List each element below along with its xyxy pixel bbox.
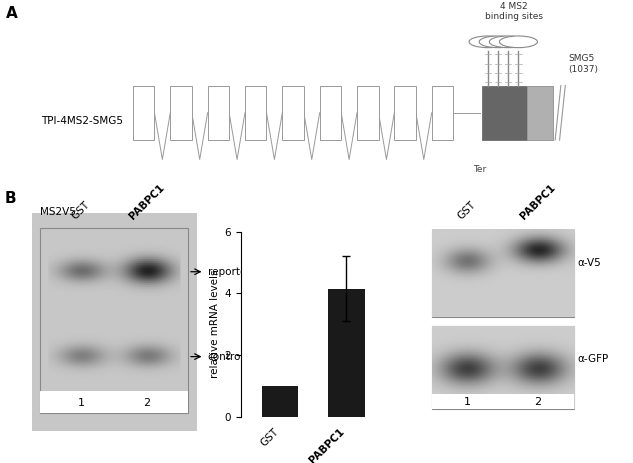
Bar [40,391,188,413]
Text: MS2V5: MS2V5 [40,207,76,217]
Circle shape [479,36,517,48]
Bar [432,86,453,140]
Bar [208,86,229,140]
Circle shape [499,36,537,48]
Circle shape [489,36,527,48]
Bar [482,86,527,140]
Bar [357,86,379,140]
Bar [170,86,192,140]
Text: B: B [5,191,16,206]
Text: A: A [6,6,18,21]
Text: 2: 2 [534,397,542,407]
Bar [245,86,266,140]
Bar [282,86,304,140]
Bar [262,386,298,417]
Bar [432,231,575,318]
Bar [320,86,341,140]
Bar [329,288,365,417]
Text: PABPC1: PABPC1 [518,183,558,222]
Text: TPI-4MS2-SMG5: TPI-4MS2-SMG5 [41,116,123,125]
Text: α-GFP: α-GFP [577,354,609,364]
Bar [432,326,575,409]
Bar [394,86,416,140]
Circle shape [469,36,507,48]
Text: PABPC1: PABPC1 [127,183,166,222]
Text: control: control [208,351,244,362]
Bar [133,86,154,140]
Text: Ter: Ter [473,165,486,174]
Text: reporter: reporter [208,267,251,277]
Text: SMG5
(1037): SMG5 (1037) [568,55,598,74]
Text: 1: 1 [77,398,85,408]
Text: 1: 1 [463,397,470,407]
Text: α-V5: α-V5 [577,258,601,268]
Text: GST: GST [456,200,478,222]
Bar [432,394,575,409]
Text: 2: 2 [143,398,151,408]
Bar [527,86,553,140]
Text: GST: GST [70,200,92,222]
Bar [40,228,188,413]
Text: 4 MS2
binding sites: 4 MS2 binding sites [485,2,543,21]
Y-axis label: relative mRNA levels: relative mRNA levels [210,270,220,378]
